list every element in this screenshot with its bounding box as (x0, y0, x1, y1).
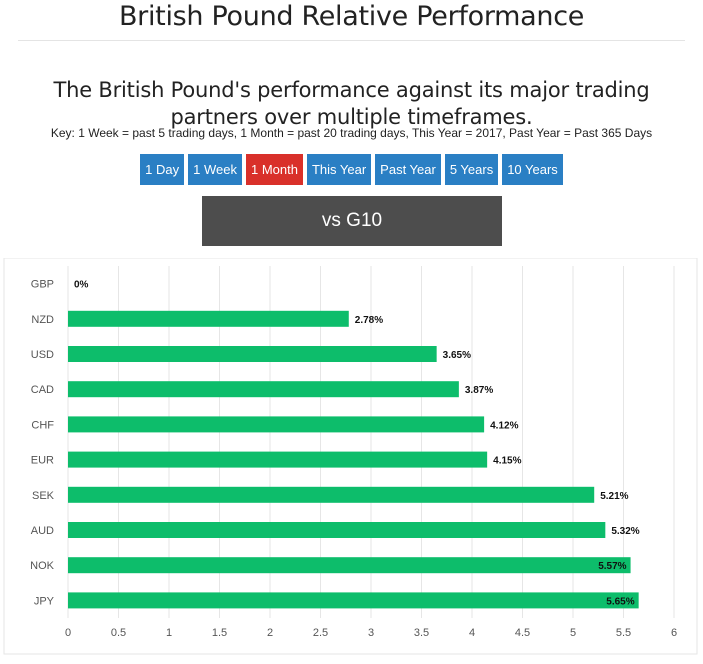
y-category-label: EUR (31, 455, 54, 467)
y-category-label: NZD (31, 314, 54, 326)
x-tick-label: 0 (65, 627, 71, 639)
y-category-label: SEK (32, 490, 55, 502)
x-tick-label: 1.5 (212, 627, 227, 639)
performance-bar-chart: 0 0.5 1 1.5 2 2.5 3 3.5 4 4.5 5 5.5 6 GBP 0% NZD 2.78% US… (3, 258, 698, 655)
x-tick-label: 2 (267, 627, 273, 639)
bar-value-label: 0% (74, 280, 89, 291)
timeframe-button-this-year[interactable]: This Year (306, 154, 372, 185)
page-title: British Pound Relative Performance (118, 1, 585, 32)
bar (68, 486, 595, 503)
x-tick-label: 5.5 (616, 627, 631, 639)
x-tick-label: 4.5 (515, 627, 530, 639)
y-category-label: USD (31, 349, 54, 361)
y-category-label: AUD (31, 525, 54, 537)
y-category-label: CAD (31, 384, 54, 396)
bar (68, 381, 459, 398)
timeframe-button-10-years[interactable]: 10 Years (502, 154, 563, 185)
timeframe-button-1-month[interactable]: 1 Month (245, 154, 303, 185)
bar-value-label: 3.65% (443, 350, 471, 361)
title-divider (18, 40, 685, 41)
bar-value-label: 5.65% (606, 596, 634, 607)
bar (68, 310, 349, 327)
y-category-label: JPY (34, 595, 55, 607)
bar-value-label: 4.15% (493, 456, 521, 467)
bar (68, 451, 488, 468)
x-tick-label: 4 (469, 627, 475, 639)
x-tick-label: 0.5 (111, 627, 126, 639)
timeframe-key: Key: 1 Week = past 5 trading days, 1 Mon… (50, 126, 653, 140)
y-category-label: NOK (30, 560, 55, 572)
timeframe-button-1-day[interactable]: 1 Day (140, 154, 185, 185)
bar-value-label: 5.57% (598, 561, 626, 572)
bar (68, 522, 606, 538)
timeframe-button-5-years[interactable]: 5 Years (444, 154, 499, 185)
bar-value-label: 5.32% (611, 526, 639, 537)
bar-value-label: 3.87% (465, 385, 493, 396)
x-tick-label: 1 (166, 627, 172, 639)
bar (68, 592, 639, 609)
bar (68, 346, 437, 362)
bar (68, 416, 485, 433)
x-tick-label: 3.5 (414, 627, 429, 639)
bar-value-label: 5.21% (600, 491, 628, 502)
bar-value-label: 2.78% (355, 315, 383, 326)
timeframe-button-past-year[interactable]: Past Year (375, 154, 441, 185)
bar (68, 557, 631, 574)
x-tick-label: 3 (368, 627, 374, 639)
chart-frame (3, 258, 698, 655)
x-tick-label: 6 (671, 627, 677, 639)
y-category-label: CHF (31, 419, 54, 431)
bar-value-label: 4.12% (490, 420, 518, 431)
y-category-label: GBP (31, 279, 54, 291)
x-tick-label: 5 (570, 627, 576, 639)
chart-subtitle: The British Pound's performance against … (53, 78, 650, 130)
timeframe-selector: 1 Day 1 Week 1 Month This Year Past Year… (0, 154, 703, 185)
comparison-group-banner: vs G10 (202, 196, 502, 246)
x-tick-label: 2.5 (313, 627, 328, 639)
timeframe-button-1-week[interactable]: 1 Week (188, 154, 242, 185)
